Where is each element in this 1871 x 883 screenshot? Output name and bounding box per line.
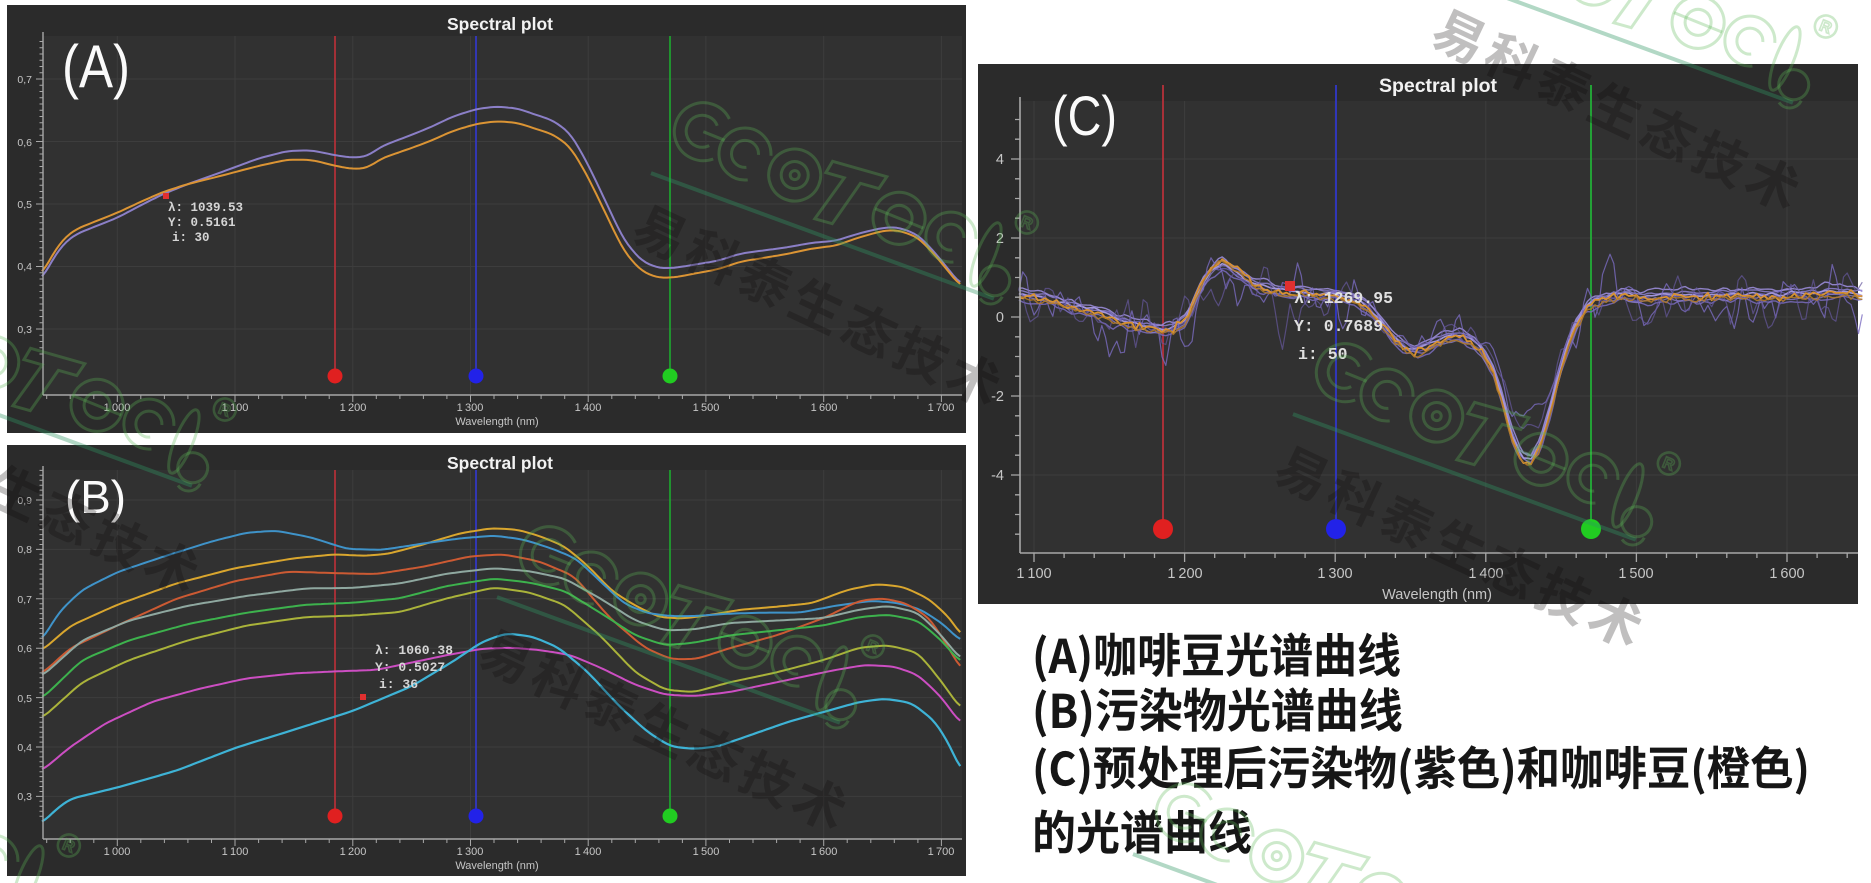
svg-text:0,3: 0,3	[17, 324, 32, 336]
svg-text:i: 30: i: 30	[172, 231, 210, 245]
svg-text:1 200: 1 200	[1167, 566, 1202, 582]
svg-text:Y: 0.5161: Y: 0.5161	[168, 216, 236, 230]
svg-text:Y: 0.7689: Y: 0.7689	[1294, 317, 1383, 336]
svg-text:0,7: 0,7	[17, 74, 32, 86]
svg-text:1 100: 1 100	[222, 846, 249, 858]
svg-text:1 300: 1 300	[1317, 566, 1352, 582]
svg-text:Wavelength (nm): Wavelength (nm)	[1382, 587, 1492, 603]
svg-text:1 500: 1 500	[1618, 566, 1653, 582]
svg-text:0: 0	[996, 310, 1004, 326]
svg-text:(C): (C)	[1052, 84, 1117, 147]
svg-text:0,6: 0,6	[17, 643, 32, 655]
svg-text:(A): (A)	[62, 33, 130, 100]
svg-text:0,5: 0,5	[17, 199, 32, 211]
svg-text:1 400: 1 400	[575, 402, 602, 414]
svg-text:Y: 0.5027: Y: 0.5027	[375, 660, 445, 675]
svg-text:λ: 1039.53: λ: 1039.53	[168, 201, 243, 215]
svg-text:1 600: 1 600	[1769, 566, 1804, 582]
svg-text:1 300: 1 300	[457, 846, 484, 858]
svg-text:1 200: 1 200	[340, 402, 367, 414]
svg-text:-2: -2	[991, 389, 1004, 405]
svg-text:0,6: 0,6	[17, 137, 32, 149]
svg-text:0,4: 0,4	[17, 261, 32, 273]
svg-text:1 700: 1 700	[928, 402, 955, 414]
svg-text:1 700: 1 700	[928, 846, 955, 858]
svg-text:λ: 1269.95: λ: 1269.95	[1294, 289, 1393, 308]
svg-text:1 400: 1 400	[575, 846, 602, 858]
svg-text:1 200: 1 200	[340, 846, 367, 858]
svg-text:1 500: 1 500	[693, 402, 720, 414]
svg-text:Spectral plot: Spectral plot	[1379, 75, 1498, 97]
svg-text:0,5: 0,5	[17, 693, 32, 705]
svg-text:1 500: 1 500	[693, 846, 720, 858]
svg-text:1 300: 1 300	[457, 402, 484, 414]
svg-text:1 000: 1 000	[104, 846, 131, 858]
svg-text:λ: 1060.38: λ: 1060.38	[375, 643, 453, 658]
svg-text:1 600: 1 600	[811, 846, 838, 858]
svg-text:0,7: 0,7	[17, 594, 32, 606]
svg-text:0,3: 0,3	[17, 791, 32, 803]
svg-text:Wavelength (nm): Wavelength (nm)	[455, 416, 538, 428]
svg-text:4: 4	[996, 152, 1004, 168]
svg-text:1 100: 1 100	[1016, 566, 1051, 582]
svg-text:1 600: 1 600	[811, 402, 838, 414]
svg-text:Spectral plot: Spectral plot	[447, 14, 553, 34]
svg-text:-4: -4	[991, 468, 1004, 484]
svg-text:0,4: 0,4	[17, 742, 32, 754]
svg-text:Spectral plot: Spectral plot	[447, 453, 553, 473]
svg-text:i: 36: i: 36	[379, 677, 418, 692]
svg-text:Wavelength (nm): Wavelength (nm)	[455, 860, 538, 872]
svg-text:0,8: 0,8	[17, 544, 32, 556]
